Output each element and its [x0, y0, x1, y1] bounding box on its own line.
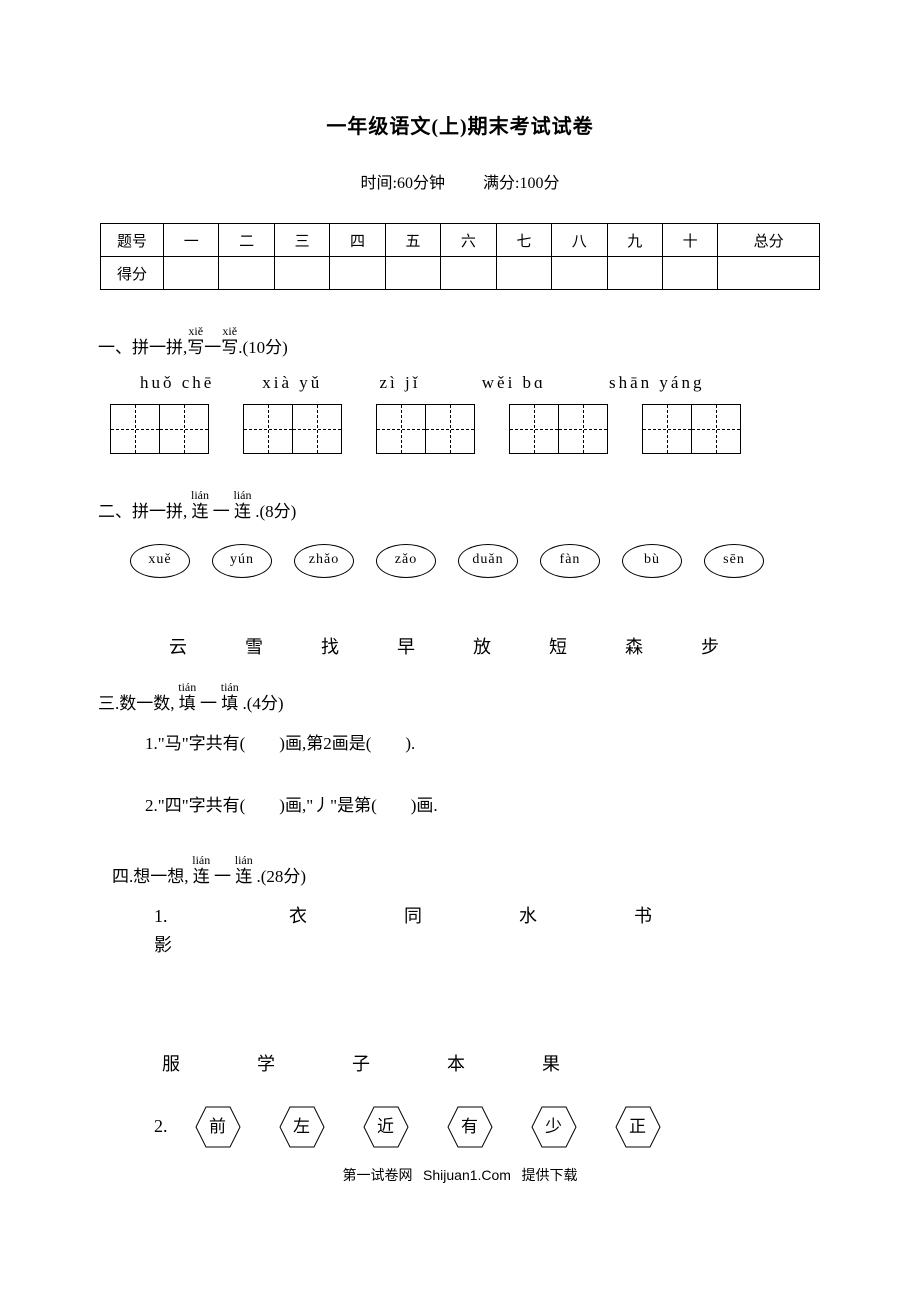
q2-title: 二、拼一拼, 连lián 一 连lián .(8分): [98, 502, 296, 521]
col-header: 三: [274, 224, 329, 257]
q4-num2: 2.: [154, 1112, 168, 1141]
pinyin-oval: zhǎo: [294, 544, 354, 578]
hanzi-item: 森: [596, 633, 672, 662]
q4-hex-row: 2. 前 左 近 有 少 正: [154, 1109, 820, 1145]
score-table: 题号 一 二 三 四 五 六 七 八 九 十 总分 得分: [100, 223, 820, 290]
table-row: 题号 一 二 三 四 五 六 七 八 九 十 总分: [101, 224, 820, 257]
score-cell: [274, 257, 329, 290]
col-header: 一: [164, 224, 219, 257]
hanzi-item: 服: [162, 1050, 257, 1079]
row-label: 题号: [101, 224, 164, 257]
q4-title: 四.想一想, 连lián 一 连lián .(28分): [112, 867, 306, 886]
score-cell: [441, 257, 496, 290]
hanzi-item: 找: [292, 633, 368, 662]
footer-link: Shijuan1.Com: [423, 1167, 511, 1183]
hanzi-item: 雪: [216, 633, 292, 662]
pinyin-oval: zǎo: [376, 544, 436, 578]
hanzi-item: 步: [672, 633, 748, 662]
hanzi-item: 果: [542, 1050, 637, 1079]
hanzi-item: 短: [520, 633, 596, 662]
time-label: 时间:60分钟: [361, 175, 445, 192]
hanzi-item: 衣: [289, 902, 404, 960]
hanzi-item: 本: [447, 1050, 542, 1079]
score-cell: [496, 257, 551, 290]
pinyin-oval: duǎn: [458, 544, 518, 578]
hexagon-item: 少: [536, 1109, 572, 1145]
page-footer: 第一试卷网 Shijuan1.Com 提供下载: [100, 1165, 820, 1185]
tianzige-pair: [509, 404, 608, 454]
q4-row-top: 1.影 衣 同 水 书: [154, 902, 820, 960]
col-header: 六: [441, 224, 496, 257]
score-cell: [219, 257, 274, 290]
score-cell: [607, 257, 662, 290]
col-header: 八: [552, 224, 607, 257]
pinyin-oval: fàn: [540, 544, 600, 578]
tianzige-pair: [243, 404, 342, 454]
tianzige-pair: [376, 404, 475, 454]
q3-item1: 1."马"字共有( )画,第2画是( ).: [145, 730, 820, 757]
col-header: 二: [219, 224, 274, 257]
q4-row-bottom: 服 学 子 本 果: [162, 1050, 820, 1079]
score-cell: [385, 257, 440, 290]
q1-title: 一、拼一拼,写xiě一写xiě.(10分): [98, 338, 288, 357]
hanzi-item: 水: [519, 902, 634, 960]
hanzi-item: 1.影: [154, 902, 289, 960]
hexagon-item: 前: [200, 1109, 236, 1145]
score-cell: [164, 257, 219, 290]
hanzi-item: 同: [404, 902, 519, 960]
tianzige-pair: [642, 404, 741, 454]
hanzi-item: 放: [444, 633, 520, 662]
q2-ovals: xuě yún zhǎo zǎo duǎn fàn bù sēn: [130, 544, 820, 578]
table-row: 得分: [101, 257, 820, 290]
hanzi-item: 早: [368, 633, 444, 662]
score-cell: [330, 257, 385, 290]
hexagon-item: 左: [284, 1109, 320, 1145]
tianzige-pair: [110, 404, 209, 454]
pinyin-oval: bù: [622, 544, 682, 578]
question-4: 四.想一想, 连lián 一 连lián .(28分) 1.影 衣 同 水 书 …: [114, 854, 820, 1145]
hanzi-item: 书: [634, 902, 749, 960]
question-3: 三.数一数, 填tián 一 填tián .(4分) 1."马"字共有( )画,…: [100, 681, 820, 819]
q3-title: 三.数一数, 填tián 一 填tián .(4分): [98, 694, 284, 713]
exam-meta: 时间:60分钟 满分:100分: [100, 169, 820, 193]
question-1: 一、拼一拼,写xiě一写xiě.(10分) huǒ chē xià yǔ zì …: [100, 325, 820, 454]
hexagon-item: 有: [452, 1109, 488, 1145]
page-title: 一年级语文(上)期末考试试卷: [100, 110, 820, 139]
row-label: 得分: [101, 257, 164, 290]
col-header: 五: [385, 224, 440, 257]
hexagon-item: 近: [368, 1109, 404, 1145]
col-header: 总分: [718, 224, 820, 257]
pinyin-oval: sēn: [704, 544, 764, 578]
score-cell: [552, 257, 607, 290]
pinyin-oval: xuě: [130, 544, 190, 578]
col-header: 九: [607, 224, 662, 257]
col-header: 十: [662, 224, 717, 257]
col-header: 七: [496, 224, 551, 257]
score-cell: [662, 257, 717, 290]
q3-item2: 2."四"字共有( )画,"丿"是第( )画.: [145, 792, 820, 819]
hanzi-item: 云: [140, 633, 216, 662]
score-cell: [718, 257, 820, 290]
fullscore-label: 满分:100分: [483, 175, 559, 192]
hanzi-item: 学: [257, 1050, 352, 1079]
question-2: 二、拼一拼, 连lián 一 连lián .(8分) xuě yún zhǎo …: [100, 489, 820, 661]
q1-pinyin: huǒ chē xià yǔ zì jǐ wěi bɑ shān yáng: [140, 369, 820, 396]
footer-text: 提供下载: [521, 1169, 577, 1184]
footer-text: 第一试卷网: [343, 1169, 413, 1184]
hanzi-item: 子: [352, 1050, 447, 1079]
col-header: 四: [330, 224, 385, 257]
hexagon-item: 正: [620, 1109, 656, 1145]
q1-boxes: [110, 404, 820, 454]
q2-hanzi: 云 雪 找 早 放 短 森 步: [140, 633, 820, 662]
pinyin-oval: yún: [212, 544, 272, 578]
